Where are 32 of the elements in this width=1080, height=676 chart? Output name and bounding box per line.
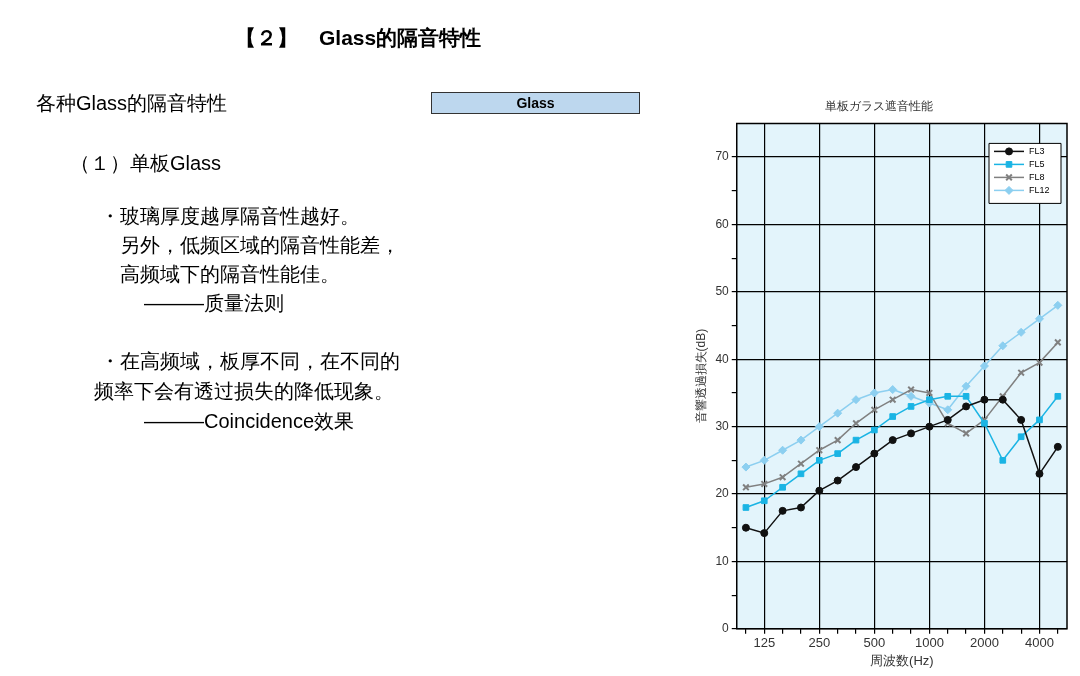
legend-label: FL12: [1029, 184, 1050, 195]
text: ・在高频域，板厚不同，在不同的: [100, 349, 400, 374]
y-tick-label: 30: [715, 418, 730, 433]
text: 另外，低频区域的隔音性能差，: [120, 233, 400, 258]
x-tick-label: 500: [863, 635, 886, 651]
y-tick-label: 70: [715, 149, 730, 164]
text: 【２】 Glass的隔音特性: [235, 25, 482, 51]
x-axis-title: 周波数(Hz): [870, 652, 934, 668]
x-tick-label: 2000: [969, 635, 999, 651]
y-tick-label: 10: [715, 553, 730, 568]
x-tick-label: 1000: [914, 635, 944, 651]
text: （１）单板Glass: [70, 151, 222, 176]
text: ・玻璃厚度越厚隔音性越好。: [100, 204, 360, 229]
y-tick-label: 50: [715, 284, 730, 299]
text: 各种Glass的隔音特性: [36, 91, 228, 116]
legend-label: FL8: [1029, 171, 1045, 182]
text: 频率下会有透过损失的降低现象。: [94, 379, 394, 404]
legend-label: FL5: [1029, 158, 1045, 169]
x-tick-label: 250: [808, 635, 831, 651]
text: Glass: [431, 92, 640, 114]
x-tick-label: 125: [753, 635, 776, 651]
legend-label: FL3: [1029, 145, 1045, 156]
y-tick-label: 40: [715, 351, 730, 366]
y-tick-label: 20: [715, 486, 730, 501]
chart-title: 単板ガラス遮音性能: [824, 98, 933, 113]
text: 高频域下的隔音性能佳。: [120, 262, 340, 287]
text: ———Coincidence效果: [144, 409, 355, 434]
y-axis-title: 音響透過損失(dB): [693, 328, 708, 424]
text: ———质量法则: [144, 291, 284, 316]
y-tick-label: 60: [715, 216, 730, 231]
x-tick-label: 4000: [1025, 635, 1054, 651]
y-tick-label: 0: [722, 621, 730, 636]
